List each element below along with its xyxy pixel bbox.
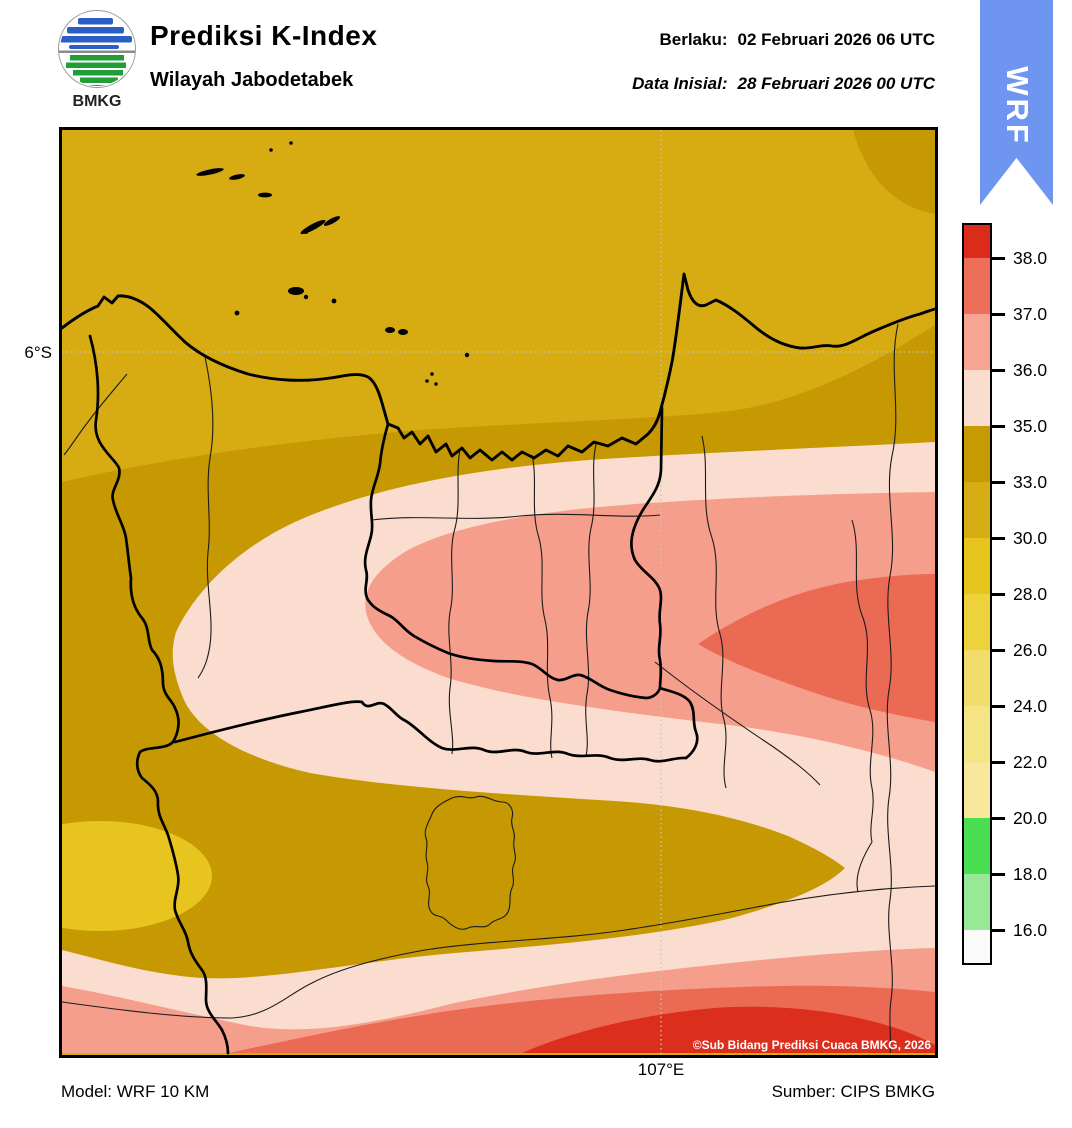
valid-time-value: 02 Februari 2026 06 UTC: [737, 30, 935, 49]
colorbar-tick-label: 18.0: [1013, 864, 1048, 884]
colorbar-segment: [964, 482, 990, 538]
colorbar-segment: [964, 594, 990, 650]
model-label: Model: WRF 10 KM: [61, 1082, 210, 1101]
page-subtitle: Wilayah Jabodetabek: [150, 69, 354, 91]
colorbar-tick-mark: [992, 257, 1005, 260]
contour-lens-37-38: [698, 574, 935, 722]
colorbar-tick-mark: [992, 425, 1005, 428]
colorbar-tick-label: 35.0: [1013, 416, 1048, 436]
province-boundaries: [88, 334, 699, 1055]
colorbar-segment: [964, 874, 990, 930]
colorbar-tick-mark: [992, 537, 1005, 540]
lon-axis-label: 107°E: [637, 1060, 685, 1079]
colorbar-tick-mark: [992, 313, 1005, 316]
colorbar-tick-mark: [992, 481, 1005, 484]
source-label: Sumber: CIPS BMKG: [771, 1082, 935, 1101]
init-time-value: 28 Februari 2026 00 UTC: [737, 74, 935, 93]
islands: [196, 141, 470, 386]
colorbar-segment: [964, 762, 990, 818]
bmkg-logo: BMKG: [55, 7, 139, 111]
map-panel: ©Sub Bidang Prediksi Cuaca BMKG, 2026: [59, 127, 938, 1058]
colorbar-tick-mark: [992, 649, 1005, 652]
colorbar-segment: [964, 650, 990, 706]
logo-text: BMKG: [73, 93, 122, 110]
colorbar-tick-label: 38.0: [1013, 248, 1048, 268]
init-time-label: Data Inisial:: [632, 74, 728, 93]
regency-boundaries: [62, 323, 935, 1054]
colorbar-tick-label: 16.0: [1013, 920, 1048, 940]
colorbar-tick-mark: [992, 761, 1005, 764]
wrf-ribbon-badge: WRF: [980, 0, 1053, 205]
logo-hills-icon: [66, 55, 126, 86]
page-title: Prediksi K-Index: [150, 20, 378, 51]
valid-time-label: Berlaku:: [659, 30, 728, 49]
colorbar-segment: [964, 426, 990, 482]
regency-enclave-outline: [424, 795, 516, 930]
kindex-contour-map: [62, 130, 935, 1055]
colorbar-segment: [964, 538, 990, 594]
colorbar-segment: [964, 314, 990, 370]
coastline: [62, 272, 935, 462]
colorbar-tick-label: 37.0: [1013, 304, 1048, 324]
colorbar-segment: [964, 706, 990, 762]
colorbar-tick-label: 33.0: [1013, 472, 1048, 492]
colorbar-tick-label: 26.0: [1013, 640, 1048, 660]
colorbar-tick-label: 28.0: [1013, 584, 1048, 604]
colorbar-segment: [964, 258, 990, 314]
colorbar-legend: [962, 223, 992, 965]
colorbar-tick-label: 24.0: [1013, 696, 1048, 716]
colorbar-tick-mark: [992, 817, 1005, 820]
colorbar-tick-mark: [992, 369, 1005, 372]
valid-time-line: Berlaku: 02 Februari 2026 06 UTC: [659, 30, 935, 50]
colorbar-segment: [964, 225, 990, 258]
colorbar-segment: [964, 818, 990, 874]
contour-blob-38: [522, 1006, 935, 1053]
logo-cloud-icon: [60, 18, 132, 49]
contour-tongue-36-37: [365, 492, 935, 772]
colorbar-tick-label: 30.0: [1013, 528, 1048, 548]
colorbar-segment: [964, 370, 990, 426]
colorbar-tick-mark: [992, 929, 1005, 932]
colorbar-tick-label: 36.0: [1013, 360, 1048, 380]
colorbar-segment: [964, 930, 990, 963]
contour-blob-topright-33-35: [853, 130, 935, 214]
colorbar-tick-mark: [992, 873, 1005, 876]
init-time-line: Data Inisial: 28 Februari 2026 00 UTC: [632, 74, 935, 94]
colorbar-tick-mark: [992, 593, 1005, 596]
colorbar-tick-label: 20.0: [1013, 808, 1048, 828]
map-watermark: ©Sub Bidang Prediksi Cuaca BMKG, 2026: [692, 1038, 931, 1052]
logo-horizon-line: [59, 50, 135, 53]
wrf-ribbon-label: WRF: [999, 66, 1035, 146]
colorbar-tick-label: 22.0: [1013, 752, 1048, 772]
lat-axis-label: 6°S: [24, 343, 52, 362]
colorbar-tick-mark: [992, 705, 1005, 708]
